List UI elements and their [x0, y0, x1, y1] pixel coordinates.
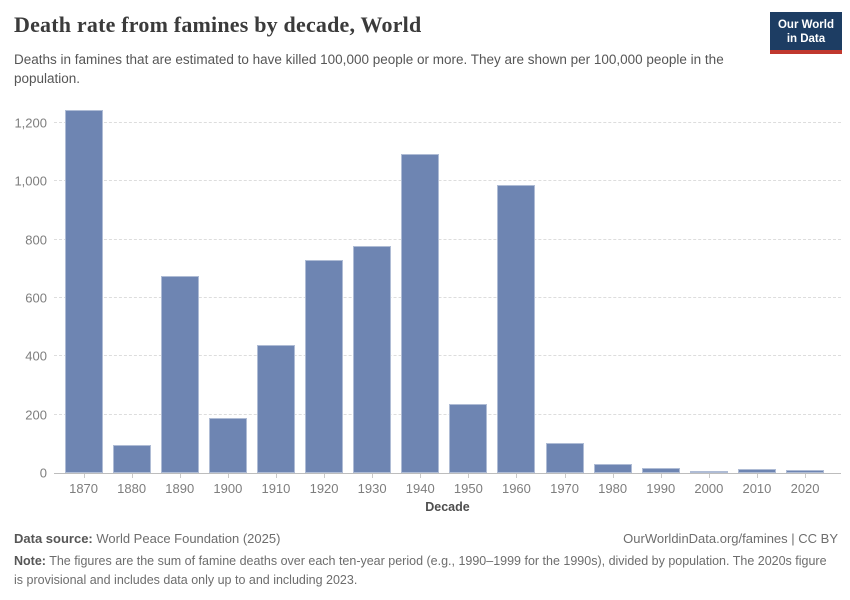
x-axis-tick-label: 1930: [357, 481, 387, 496]
x-axis-tick-label: 1940: [405, 481, 435, 496]
x-axis-tick: [516, 473, 518, 478]
x-axis-tick: [468, 473, 470, 478]
x-axis-tick: [227, 473, 229, 478]
owid-logo: Our World in Data: [769, 12, 842, 54]
bar-2000: [689, 470, 728, 473]
bar-1900: [208, 417, 247, 473]
bar-1940: [401, 154, 440, 473]
x-axis-tick-label: 1970: [550, 481, 580, 496]
y-axis-tick-label: 1,200: [14, 115, 47, 131]
y-axis-tick-label: 0: [39, 465, 47, 481]
x-axis-tick: [275, 473, 277, 478]
x-axis-tick: [660, 473, 662, 478]
bar-1910: [256, 344, 295, 473]
x-axis-tick: [83, 473, 85, 478]
x-axis-tick-label: 1910: [261, 481, 291, 496]
x-axis-tick: [708, 473, 710, 478]
footer-note: Note: The figures are the sum of famine …: [14, 552, 838, 589]
x-axis-tick-label: 2020: [790, 481, 820, 496]
x-axis-tick-label: 1920: [309, 481, 339, 496]
x-axis-tick-label: 1880: [117, 481, 147, 496]
x-axis-tick-label: 1950: [453, 481, 483, 496]
bar-1950: [449, 404, 488, 473]
gridline: [54, 238, 841, 240]
attribution: OurWorldinData.org/famines | CC BY: [623, 531, 838, 546]
y-axis-tick-label: 400: [25, 348, 47, 364]
chart-title: Death rate from famines by decade, World: [14, 12, 422, 37]
y-axis-tick-label: 600: [25, 290, 47, 306]
x-axis-tick: [756, 473, 758, 478]
bar-2010: [737, 468, 776, 473]
x-axis-tick-label: 1890: [165, 481, 195, 496]
bar-1980: [593, 464, 632, 473]
data-source: Data source: World Peace Foundation (202…: [14, 531, 280, 546]
bar-1890: [160, 275, 199, 473]
bar-1960: [497, 184, 536, 473]
bar-2020: [786, 469, 825, 473]
bar-1930: [353, 245, 392, 473]
x-axis-tick-label: 1870: [69, 481, 99, 496]
data-source-label: Data source:: [14, 531, 93, 546]
x-axis-tick: [324, 473, 326, 478]
footer-source-row: Data source: World Peace Foundation (202…: [14, 531, 838, 546]
gridline: [54, 180, 841, 182]
gridline: [54, 355, 841, 357]
note-label: Note:: [14, 554, 46, 568]
chart-subtitle: Deaths in famines that are estimated to …: [14, 52, 724, 86]
gridline: [54, 297, 841, 298]
owid-logo-line2: in Data: [786, 33, 826, 45]
x-axis-tick: [564, 473, 566, 478]
x-axis-tick: [131, 473, 133, 478]
data-source-value: World Peace Foundation (2025): [92, 531, 281, 546]
x-axis-tick: [420, 473, 422, 478]
x-axis-title: Decade: [425, 500, 470, 514]
bar-1990: [641, 467, 680, 473]
plot-area: 0 200 400 600 800 1,000 1,200 1870 1880 1890 1900 1…: [14, 110, 841, 496]
gridline: [54, 122, 841, 123]
x-axis-tick-label: 1960: [501, 481, 531, 496]
gridline: [54, 413, 841, 415]
x-axis-tick-label: 1900: [213, 481, 243, 496]
y-axis-tick-label: 800: [25, 232, 47, 248]
x-axis-tick: [179, 473, 181, 478]
bar-1970: [545, 442, 584, 473]
note-value: The figures are the sum of famine deaths…: [14, 554, 827, 587]
x-axis-tick: [372, 473, 374, 478]
x-axis-tick-label: 2010: [742, 481, 772, 496]
y-axis-tick-label: 1,000: [14, 173, 47, 189]
y-axis-tick-label: 200: [25, 407, 47, 423]
owid-logo-line1: Our World: [777, 19, 834, 31]
x-axis-tick-label: 1990: [646, 481, 676, 496]
x-axis-tick: [612, 473, 614, 478]
bar-1870: [64, 110, 103, 473]
x-axis-tick-label: 1980: [598, 481, 628, 496]
bar-1880: [112, 445, 151, 473]
x-axis-tick: [805, 473, 807, 478]
bar-1920: [305, 260, 344, 473]
x-axis-tick-label: 2000: [694, 481, 724, 496]
